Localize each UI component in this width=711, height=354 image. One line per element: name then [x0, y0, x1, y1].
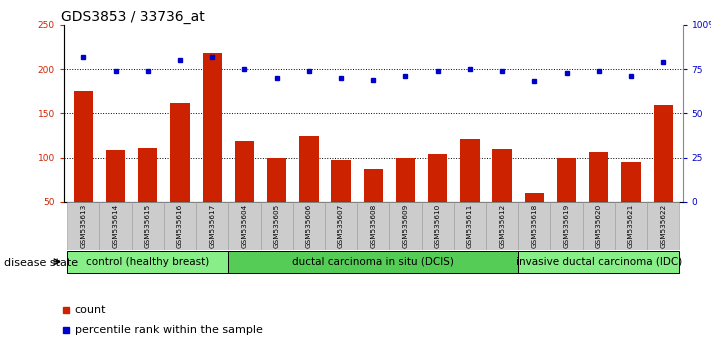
Text: GSM535620: GSM535620	[596, 204, 602, 248]
Bar	[100, 202, 132, 250]
Bar	[138, 148, 157, 246]
Text: invasive ductal carcinoma (IDC): invasive ductal carcinoma (IDC)	[515, 257, 682, 267]
Text: GSM535618: GSM535618	[531, 204, 538, 248]
Text: GSM535614: GSM535614	[112, 204, 119, 248]
Bar	[518, 251, 679, 273]
Bar	[132, 202, 164, 250]
Bar	[390, 202, 422, 250]
Text: GSM535606: GSM535606	[306, 204, 312, 248]
Text: GSM535613: GSM535613	[80, 204, 86, 248]
Bar	[621, 162, 641, 246]
Text: GDS3853 / 33736_at: GDS3853 / 33736_at	[61, 10, 205, 24]
Bar	[460, 139, 480, 246]
Text: GSM535616: GSM535616	[177, 204, 183, 248]
Bar	[583, 202, 615, 250]
Text: GSM535608: GSM535608	[370, 204, 376, 248]
Bar	[106, 149, 125, 246]
Bar	[486, 202, 518, 250]
Text: control (healthy breast): control (healthy breast)	[86, 257, 209, 267]
Bar	[164, 202, 196, 250]
Text: GSM535610: GSM535610	[434, 204, 441, 248]
Text: GSM535617: GSM535617	[209, 204, 215, 248]
Bar	[325, 202, 357, 250]
Text: GSM535612: GSM535612	[499, 204, 505, 248]
Text: GSM535621: GSM535621	[628, 204, 634, 248]
Text: GSM535615: GSM535615	[145, 204, 151, 248]
Bar	[428, 154, 447, 246]
Bar	[454, 202, 486, 250]
Bar	[235, 141, 254, 246]
Bar	[260, 202, 293, 250]
Bar	[396, 158, 415, 246]
Bar	[74, 91, 93, 246]
Bar	[68, 202, 100, 250]
Text: GSM535604: GSM535604	[242, 204, 247, 248]
Bar	[299, 136, 319, 246]
Text: percentile rank within the sample: percentile rank within the sample	[75, 325, 262, 336]
Bar	[68, 251, 228, 273]
Bar	[557, 158, 576, 246]
Bar	[493, 149, 512, 246]
Bar	[228, 202, 260, 250]
Bar	[331, 160, 351, 246]
Bar	[203, 53, 222, 246]
Bar	[525, 193, 544, 246]
Bar	[653, 105, 673, 246]
Text: GSM535619: GSM535619	[564, 204, 570, 248]
Bar	[550, 202, 583, 250]
Bar	[171, 103, 190, 246]
Text: GSM535605: GSM535605	[274, 204, 279, 248]
Text: GSM535622: GSM535622	[661, 204, 666, 248]
Bar	[293, 202, 325, 250]
Bar	[647, 202, 679, 250]
Text: GSM535609: GSM535609	[402, 204, 409, 248]
Bar	[422, 202, 454, 250]
Bar	[196, 202, 228, 250]
Bar	[228, 251, 518, 273]
Text: GSM535607: GSM535607	[338, 204, 344, 248]
Bar	[615, 202, 647, 250]
Bar	[363, 169, 383, 246]
Text: count: count	[75, 305, 106, 315]
Bar	[518, 202, 550, 250]
Text: ductal carcinoma in situ (DCIS): ductal carcinoma in situ (DCIS)	[292, 257, 454, 267]
Bar	[357, 202, 390, 250]
Bar	[267, 158, 287, 246]
Text: GSM535611: GSM535611	[467, 204, 473, 248]
Bar	[589, 152, 609, 246]
Text: disease state: disease state	[4, 258, 77, 268]
